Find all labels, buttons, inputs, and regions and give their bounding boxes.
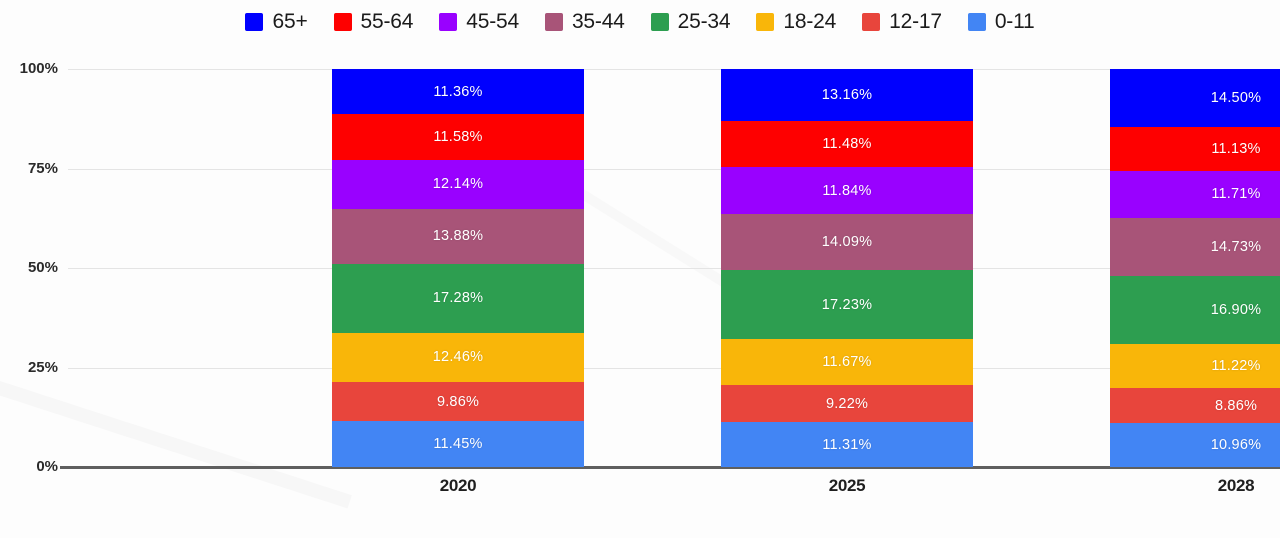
segment-value-label: 14.73% (1210, 238, 1262, 255)
segment-value-label: 11.36% (433, 83, 483, 100)
stacked-bar-2025: 13.16% 11.48% 11.84% 14.09% 17.23% 11.67% 9.22… (721, 69, 973, 467)
segment-value-label: 11.13% (1211, 140, 1261, 157)
segment-value-label: 11.58% (433, 129, 483, 146)
segment-value-label: 9.86% (436, 393, 480, 410)
bar-segment-18-24-2025: 11.67% (721, 338, 973, 386)
legend-item-18-24: 18-24 (756, 10, 836, 34)
stacked-bar-2028: 14.50% 11.13% 11.71% 14.73% 16.90% 11.22% 8.86… (1110, 69, 1280, 467)
segment-value-label: 11.45% (433, 436, 483, 453)
legend-item-35-44: 35-44 (544, 10, 625, 34)
segment-value-label: 10.96% (1210, 437, 1262, 454)
y-axis-tick-label: 25% (27, 358, 58, 376)
bar-segment-12-17-2020: 9.86% (332, 382, 584, 422)
bar-segment-18-24-2028: 11.22% (1110, 343, 1280, 389)
x-axis: 2020 2025 2028 (68, 476, 1280, 502)
bar-segment-0-11-2025: 11.31% (721, 422, 973, 467)
legend-item-65plus: 65+ (245, 10, 308, 34)
legend-swatch-icon (439, 13, 458, 31)
gridline (68, 168, 1280, 170)
bar-segment-55-64-2028: 11.13% (1110, 126, 1280, 172)
bar-segment-45-54-2025: 11.84% (721, 167, 973, 215)
gridline (68, 268, 1280, 269)
bar-segment-25-34-2025: 17.23% (721, 270, 973, 339)
segment-value-label: 14.50% (1210, 89, 1262, 106)
x-axis-category-label: 2028 (1217, 476, 1255, 495)
legend-item-0-11: 0-11 (967, 10, 1035, 34)
bar-segment-45-54-2020: 12.14% (332, 160, 584, 209)
y-axis-tick-label: 50% (27, 259, 58, 276)
segment-value-label: 9.22% (825, 395, 869, 412)
legend-item-25-34: 25-34 (650, 10, 731, 34)
legend-swatch-icon (756, 13, 775, 31)
bar-segment-65plus-2020: 11.36% (332, 69, 584, 115)
bar-segment-55-64-2020: 11.58% (332, 114, 584, 161)
plot-area: 11.36% 11.58% 12.14% 13.88% 17.28% 12.46% 9.86… (60, 69, 1280, 469)
legend-swatch-icon (333, 13, 352, 31)
bar-segment-25-34-2020: 17.28% (332, 263, 584, 333)
legend-swatch-icon (544, 13, 563, 31)
legend-label: 35-44 (571, 10, 625, 33)
legend-label: 18-24 (783, 10, 837, 33)
legend-swatch-icon (967, 13, 986, 31)
segment-value-label: 17.28% (432, 290, 484, 307)
legend-item-12-17: 12-17 (862, 10, 942, 34)
bar-segment-35-44-2028: 14.73% (1110, 217, 1280, 277)
bar-segment-55-64-2025: 11.48% (721, 121, 973, 168)
bar-segment-0-11-2028: 10.96% (1110, 423, 1280, 467)
legend-item-45-54: 45-54 (439, 10, 519, 34)
segment-value-label: 8.86% (1214, 397, 1258, 414)
legend-swatch-icon (862, 13, 881, 31)
bar-segment-65plus-2025: 13.16% (721, 69, 973, 122)
gridline (68, 69, 1280, 70)
x-axis-category-label: 2025 (828, 476, 866, 495)
stacked-bar-2020: 11.36% 11.58% 12.14% 13.88% 17.28% 12.46% 9.86… (332, 69, 584, 467)
bar-segment-12-17-2028: 8.86% (1110, 388, 1280, 424)
bar-segment-12-17-2025: 9.22% (721, 385, 973, 422)
segment-value-label: 13.16% (821, 87, 873, 104)
segment-value-label: 12.14% (432, 176, 484, 193)
bar-segment-35-44-2025: 14.09% (721, 214, 973, 271)
bar-segment-0-11-2020: 11.45% (332, 421, 584, 467)
bar-segment-25-34-2028: 16.90% (1110, 276, 1280, 344)
legend-label: 65+ (272, 10, 308, 33)
segment-value-label: 11.84% (822, 182, 872, 199)
y-axis-tick-label: 75% (27, 159, 58, 177)
segment-value-label: 14.09% (821, 234, 873, 251)
legend-label: 55-64 (360, 10, 414, 33)
segment-value-label: 11.22% (1211, 357, 1261, 374)
segment-value-label: 16.90% (1210, 301, 1262, 318)
y-axis-tick-label: 100% (19, 60, 58, 77)
legend-item-55-64: 55-64 (333, 10, 414, 34)
segment-value-label: 11.67% (822, 354, 872, 371)
legend-label: 0-11 (994, 10, 1035, 33)
legend-label: 25-34 (677, 10, 731, 33)
bar-segment-18-24-2020: 12.46% (332, 332, 584, 383)
bar-segment-45-54-2028: 11.71% (1110, 171, 1280, 218)
y-axis-tick-label: 0% (36, 458, 58, 475)
x-axis-category-label: 2020 (439, 476, 477, 495)
x-axis-baseline (60, 466, 1280, 469)
segment-value-label: 17.23% (821, 296, 873, 313)
segment-value-label: 13.88% (432, 228, 484, 245)
segment-value-label: 12.46% (432, 349, 484, 366)
y-axis: 100% 75% 50% 25% 0% (0, 0, 58, 538)
segment-value-label: 11.31% (822, 436, 872, 453)
bar-segment-65plus-2028: 14.50% (1110, 69, 1280, 127)
legend-label: 45-54 (466, 10, 519, 33)
legend-label: 12-17 (889, 10, 942, 33)
legend-swatch-icon (245, 13, 264, 31)
gridline (68, 367, 1280, 369)
segment-value-label: 11.71% (1211, 186, 1261, 203)
legend-swatch-icon (650, 13, 669, 31)
bar-segment-35-44-2020: 13.88% (332, 208, 584, 264)
chart-legend: 65+ 55-64 45-54 35-44 25-34 18-24 12-17 0-11 (0, 10, 1280, 34)
segment-value-label: 11.48% (822, 136, 872, 153)
